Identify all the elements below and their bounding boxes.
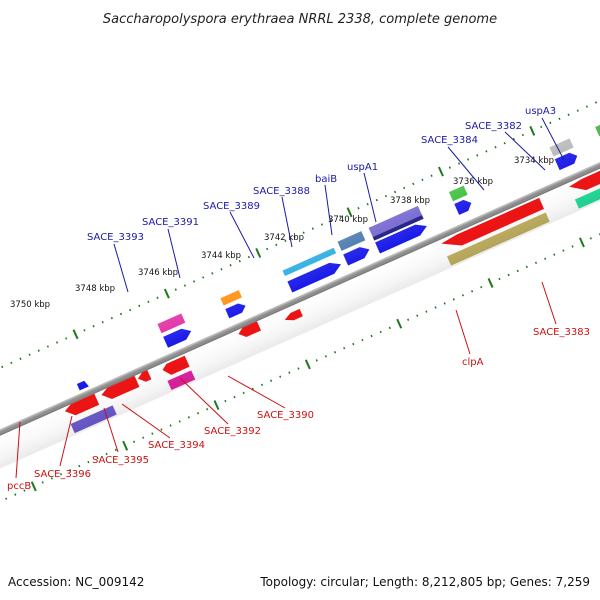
gene-label: SACE_3388 (253, 186, 310, 197)
upper-major-ticks (72, 125, 536, 340)
gene-label: uspA1 (347, 162, 378, 173)
scale-label: 3740 kbp (328, 215, 368, 225)
gene-label: SACE_3396 (34, 469, 91, 480)
lower-major-ticks (30, 237, 585, 492)
lower-gene-labels: SACE_3383 clpA SACE_3390 SACE_3392 SACE_… (7, 281, 590, 492)
lower-scale-line (0, 132, 600, 582)
scale-label: 3738 kbp (390, 196, 430, 206)
gene-label: SACE_3384 (421, 135, 478, 146)
topology-text: Topology: circular; Length: 8,212,805 bp… (259, 575, 590, 589)
gene-label: SACE_3389 (203, 201, 260, 212)
gene-label: clpA (462, 357, 484, 368)
upper-scale-line (0, 20, 600, 470)
scale-label: 3744 kbp (201, 251, 241, 261)
gene-label: pccB (7, 481, 31, 492)
accession-text: Accession: NC_009142 (8, 575, 144, 589)
gene-label: SACE_3391 (142, 217, 199, 228)
gene-label: uspA3 (525, 106, 556, 117)
gene-label: SACE_3390 (257, 410, 314, 421)
genome-track (0, 20, 600, 582)
scale-label: 3734 kbp (514, 156, 554, 166)
gene-label: SACE_3394 (148, 440, 205, 451)
gene-label: SACE_3382 (465, 121, 522, 132)
upper-gene-labels: uspA3 SACE_3382 SACE_3384 uspA1 baiB SAC… (87, 106, 565, 293)
scale-label: 3750 kbp (10, 300, 50, 310)
gene-label: SACE_3383 (533, 327, 590, 338)
gene-label: SACE_3395 (92, 455, 149, 466)
map-title: Saccharopolyspora erythraea NRRL 2338, c… (103, 12, 497, 27)
scale-label: 3748 kbp (75, 284, 115, 294)
scale-label: 3746 kbp (138, 268, 178, 278)
scale-label: 3742 kbp (264, 233, 304, 243)
gene-label: SACE_3393 (87, 232, 144, 243)
scale-labels: 3734 kbp 3736 kbp 3738 kbp 3740 kbp 3742… (10, 156, 554, 310)
scale-label: 3736 kbp (453, 177, 493, 187)
gene-label: SACE_3392 (204, 426, 261, 437)
gene-label: baiB (315, 174, 337, 185)
